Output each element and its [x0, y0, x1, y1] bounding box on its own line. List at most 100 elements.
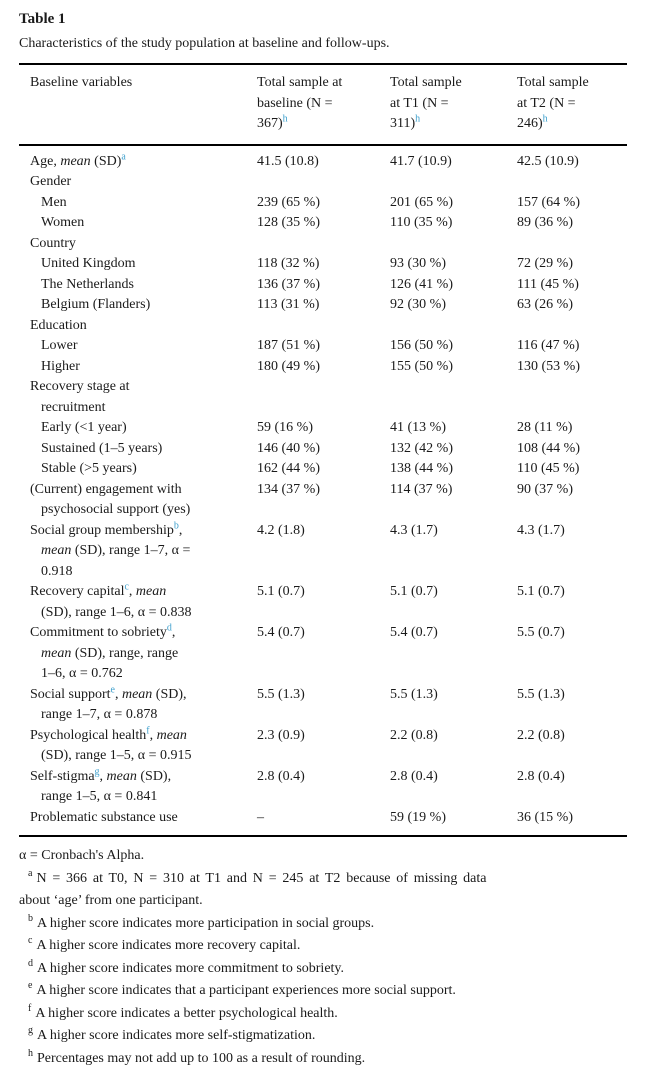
row-value: 134 (37 %) — [257, 481, 320, 497]
row-label: Age, mean (SD)a — [30, 150, 126, 169]
row-value: 239 (65 %) — [257, 194, 320, 210]
row-value — [390, 234, 517, 255]
footnote-marker: h — [542, 113, 548, 125]
row-value — [517, 316, 628, 337]
column-header-baseline-variables: Baseline variables — [30, 75, 133, 90]
row-value: 2.2 (0.8) — [390, 727, 438, 743]
table-header-row: Baseline variables Total sample at baseli… — [19, 63, 627, 146]
row-label: Problematic substance use — [30, 809, 178, 825]
table-row: Commitment to sobrietyd, mean (SD), range… — [30, 623, 627, 685]
table-row: Higher 180 (49 %) 155 (50 %) 130 (53 %) — [30, 357, 627, 378]
row-value — [390, 172, 517, 193]
row-value: 2.3 (0.9) — [257, 727, 305, 743]
footnote-text: α = Cronbach's Alpha. — [19, 848, 145, 863]
row-label: Sustained (1–5 years) — [41, 440, 163, 456]
row-value: 93 (30 %) — [390, 256, 446, 271]
row-label: Social group membershipb, mean (SD), rang… — [30, 519, 191, 579]
row-label: Recovery stage at recruitment — [30, 379, 130, 415]
footnote-text: N = 366 at T0, N = 310 at T1 and N = 245… — [36, 870, 487, 886]
footnote-marker: b — [173, 519, 179, 531]
column-header-sample: Total sample at T2 (N = 246)h — [517, 75, 589, 131]
row-value — [257, 172, 390, 193]
row-label: Social supporte, mean (SD), range 1–7, α … — [30, 683, 187, 722]
row-value: 110 (45 %) — [517, 461, 580, 476]
row-value: 114 (37 %) — [390, 481, 453, 497]
footnote-text: about ‘age’ from one participant. — [19, 893, 203, 908]
table-row: Recovery stage at recruitment — [30, 377, 627, 418]
table-row: Early (<1 year) 59 (16 %) 41 (13 %) 28 (11 … — [30, 418, 627, 439]
footnote-text: A higher score indicates more participat… — [37, 915, 375, 931]
table-row: Women 128 (35 %) 110 (35 %) 89 (36 %) — [30, 213, 627, 234]
row-value — [257, 316, 390, 337]
row-value — [390, 316, 517, 337]
footnote-text: Percentages may not add up to 100 as a r… — [37, 1050, 366, 1066]
footnote-text: A higher score indicates more recovery c… — [36, 938, 301, 953]
table-footnotes: α = Cronbach's Alpha. a N = 366 at T0, N =… — [19, 837, 627, 1070]
table-row: Lower 187 (51 %) 156 (50 %) 116 (47 %) — [30, 336, 627, 357]
row-value: 59 (16 %) — [257, 420, 313, 435]
row-value: 5.1 (0.7) — [517, 584, 565, 599]
row-value: 108 (44 %) — [517, 440, 580, 456]
table-row: Gender — [30, 172, 627, 193]
row-value: 157 (64 %) — [517, 194, 580, 210]
row-value — [257, 377, 390, 418]
row-value: 41 (13 %) — [390, 420, 446, 435]
row-value: 90 (37 %) — [517, 481, 573, 497]
row-value: 72 (29 %) — [517, 256, 573, 271]
row-value: 41.5 (10.8) — [257, 153, 319, 169]
table: Baseline variables Total sample at baseli… — [19, 63, 627, 837]
footnote-marker: h — [415, 113, 421, 125]
footnote-marker: c — [28, 935, 33, 947]
row-label: Gender — [30, 174, 72, 189]
footnote-marker: f — [146, 724, 150, 736]
table-row: Education — [30, 316, 627, 337]
row-value: 2.8 (0.4) — [517, 768, 565, 784]
row-value — [517, 172, 628, 193]
footnote-marker: d — [28, 957, 33, 969]
table-row: Psychological healthf, mean (SD), range 1… — [30, 724, 627, 767]
table-row: Recovery capitalc, mean (SD), range 1–6, … — [30, 582, 627, 623]
table-row: United Kingdom 118 (32 %) 93 (30 %) 72 (29 … — [30, 254, 627, 275]
row-label: Women — [41, 215, 85, 230]
row-value: 5.1 (0.7) — [390, 584, 438, 599]
row-value: 111 (45 %) — [517, 276, 579, 292]
column-header-sample: Total sample at baseline (N = 367)h — [257, 75, 343, 131]
row-label: The Netherlands — [41, 276, 134, 292]
row-value: 5.5 (1.3) — [517, 686, 565, 702]
footnote-item: α = Cronbach's Alpha. — [19, 845, 627, 868]
row-value: 132 (42 %) — [390, 440, 453, 456]
footnote-item: g A higher score indicates more self-stig… — [19, 1025, 627, 1048]
table-row: Stable (>5 years) 162 (44 %) 138 (44 %) 110… — [30, 459, 627, 480]
footnote-text: A higher score indicates a better psycho… — [35, 1005, 338, 1021]
footnote-text: A higher score indicates that a particip… — [36, 983, 456, 998]
table-row: Belgium (Flanders) 113 (31 %) 92 (30 %) 63 … — [30, 295, 627, 316]
row-value: 118 (32 %) — [257, 256, 320, 271]
row-value — [517, 234, 628, 255]
row-value: 63 (26 %) — [517, 297, 573, 312]
row-value: 36 (15 %) — [517, 809, 573, 825]
footnote-text: A higher score indicates more self-stigm… — [37, 1028, 316, 1043]
row-label: Education — [30, 317, 87, 333]
column-header-sample: Total sample at T1 (N = 311)h — [390, 75, 462, 131]
row-label: Commitment to sobrietyd, mean (SD), range… — [30, 622, 179, 681]
row-value: 155 (50 %) — [390, 358, 453, 374]
row-value — [257, 234, 390, 255]
row-value: 5.5 (1.3) — [390, 686, 438, 702]
row-value: 146 (40 %) — [257, 440, 320, 456]
footnote-item: h Percentages may not add up to 100 as a … — [19, 1048, 627, 1071]
row-label: Psychological healthf, mean (SD), range 1… — [30, 724, 192, 763]
footnote-marker: e — [28, 980, 33, 992]
table-row: Self-stigmag, mean (SD), range 1–5, α = 0… — [30, 766, 627, 808]
table-row: Sustained (1–5 years) 146 (40 %) 132 (42 %… — [30, 439, 627, 460]
footnote-marker: h — [282, 113, 288, 125]
row-value: 126 (41 %) — [390, 276, 453, 292]
row-value: 180 (49 %) — [257, 358, 320, 374]
table-caption: Characteristics of the study population … — [19, 36, 390, 51]
footnote-item: d A higher score indicates more commitmen… — [19, 958, 627, 981]
row-value — [517, 377, 628, 418]
footnote-text: A higher score indicates more commitment… — [37, 960, 345, 976]
footnote-marker: b — [28, 912, 33, 924]
footnote-marker: e — [110, 683, 115, 695]
row-label: (Current) engagement with psychosocial su… — [30, 481, 191, 518]
